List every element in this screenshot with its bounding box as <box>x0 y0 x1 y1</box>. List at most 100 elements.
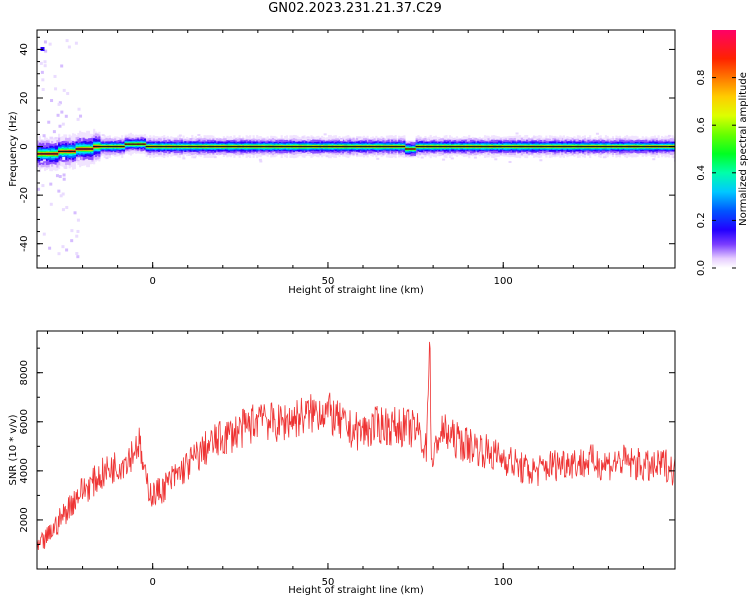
spectrogram-frame <box>36 29 676 269</box>
spectrogram-noise-cell <box>55 174 59 178</box>
spectrogram-heatmap <box>37 39 675 259</box>
spectrogram-noise-cell <box>494 158 498 161</box>
spectrogram-y-axis: 40 20 0 -20 -40 <box>19 36 675 257</box>
spectrogram-noise-cell <box>60 110 64 114</box>
spectrogram-x-tick-label: 0 <box>149 276 155 287</box>
spectrogram-noise-cell <box>41 184 45 188</box>
spectrogram-y-tick-label: -20 <box>19 187 30 203</box>
spectrogram-noise-cell <box>39 61 43 65</box>
spectrogram-noise-cell <box>325 155 329 158</box>
spectrogram-noise-cell <box>57 252 61 256</box>
snr-x-tick-label: 0 <box>149 577 155 588</box>
spectrogram-noise-cell <box>43 64 47 68</box>
spectrogram-noise-cell <box>515 132 519 135</box>
spectrogram-noise-cell <box>357 136 361 139</box>
spectrogram-noise-cell <box>76 117 80 121</box>
snr-x-tick-label: 100 <box>494 577 513 588</box>
spectrogram-noise-cell <box>59 194 63 198</box>
spectrogram-noise-cell <box>339 138 343 141</box>
spectrogram-noise-cell <box>438 154 442 157</box>
spectrogram-y-tick-label: -40 <box>19 236 30 252</box>
colorbar-tick-label: 0.4 <box>696 165 707 181</box>
spectrogram-noise-cell <box>57 102 61 106</box>
spectrogram-x-tick-label: 50 <box>322 276 335 287</box>
spectrogram-noise-cell <box>559 137 563 140</box>
spectrogram-noise-cell <box>76 229 80 233</box>
spectrogram-noise-cell <box>452 137 456 140</box>
spectrogram-noise-cell <box>62 88 66 92</box>
spectrogram-noise-cell <box>323 133 327 136</box>
figure-title: GN02.2023.231.21.37.C29 <box>268 1 442 16</box>
snr-y-tick-label: 6000 <box>19 409 30 434</box>
snr-panel: 0 50 100 2000 4000 6000 8000 Height of straig… <box>8 330 676 596</box>
spectrogram-noise-cell <box>197 133 201 136</box>
spectrogram-noise-cell <box>76 218 80 222</box>
spectrogram-noise-cell <box>450 157 454 160</box>
spectrogram-noise-cell <box>442 158 446 161</box>
spectrogram-noise-cell <box>54 137 58 140</box>
colorbar: 0.0 0.2 0.4 0.6 0.8 Normalized spectral ampl… <box>696 30 749 276</box>
spectrogram-noise-cell <box>187 153 191 156</box>
spectrogram-panel: 0 50 100 40 20 0 -20 -40 Height of straight li… <box>8 29 676 296</box>
snr-y-tick-label: 4000 <box>19 458 30 483</box>
spectrogram-noise-cell <box>587 137 591 140</box>
spectrogram-y-label: Frequency (Hz) <box>8 111 19 187</box>
snr-y-axis: 2000 4000 6000 8000 <box>19 347 675 545</box>
spectrogram-noise-cell <box>52 130 56 134</box>
spectrogram-noise-cell <box>47 120 51 124</box>
snr-x-tick-label: 50 <box>322 577 335 588</box>
spectrogram-noise-cell <box>673 156 675 159</box>
colorbar-tick-label: 0.2 <box>696 212 707 228</box>
snr-y-tick-label: 8000 <box>19 360 30 385</box>
spectrogram-y-tick-label: 0 <box>19 143 30 149</box>
colorbar-ticks: 0.0 0.2 0.4 0.6 0.8 <box>696 70 736 276</box>
spectrogram-noise-cell <box>426 139 430 142</box>
spectrogram-noise-cell <box>178 134 182 137</box>
spectrogram-noise-cell <box>49 136 53 139</box>
spectrogram-noise-cell <box>62 173 66 177</box>
spectrogram-noise-cell <box>49 182 53 186</box>
spectrogram-noise-cell <box>105 157 109 160</box>
spectrogram-noise-cell <box>41 87 45 91</box>
spectrogram-noise-cell <box>595 132 599 135</box>
spectrogram-noise-cell <box>43 40 47 44</box>
spectrogram-noise-cell <box>50 99 54 103</box>
spectrogram-x-axis: 0 50 100 <box>47 30 644 287</box>
spectrogram-noise-cell <box>508 160 512 163</box>
spectrogram-noise-cell <box>48 42 52 46</box>
spectrogram-noise-cell <box>610 138 614 141</box>
spectrogram-noise-cell <box>49 202 53 206</box>
snr-y-tick-label: 2000 <box>19 507 30 532</box>
colorbar-tick-label: 0.0 <box>696 260 707 276</box>
spectrogram-noise-cell <box>376 157 380 160</box>
spectrogram-noise-cell <box>54 87 58 91</box>
colorbar-scale <box>712 30 736 268</box>
spectrogram-noise-cell <box>70 239 74 243</box>
spectrogram-noise-cell <box>56 113 60 117</box>
snr-series-line <box>37 341 675 551</box>
spectrogram-noise-cell <box>311 136 315 139</box>
spectrogram-noise-cell <box>192 138 196 141</box>
spectrogram-noise-cell <box>74 41 78 45</box>
snr-y-label: SNR (10 * v/v) <box>8 414 19 485</box>
spectrogram-noise-cell <box>62 177 66 181</box>
spectrogram-noise-cell <box>539 159 543 162</box>
spectrogram-noise-cell <box>42 134 46 138</box>
spectrogram-noise-cell <box>77 157 81 161</box>
snr-frame <box>36 330 676 570</box>
spectrogram-noise-cell <box>473 156 477 159</box>
spectrogram-noise-cell <box>77 107 81 111</box>
spectrogram-noise-cell <box>65 39 69 43</box>
spectrogram-noise-cell <box>61 192 65 196</box>
spectrogram-noise-cell <box>65 205 69 209</box>
spectrogram-noise-cell <box>61 245 65 249</box>
spectrogram-x-label: Height of straight line (km) <box>288 285 424 296</box>
spectrogram-noise-cell <box>73 211 77 215</box>
spectrogram-noise-cell <box>652 158 656 161</box>
spectrogram-noise-cell <box>42 232 46 236</box>
spectrogram-noise-cell <box>58 124 62 128</box>
spectrogram-noise-cell <box>43 60 47 64</box>
spectrogram-noise-cell <box>65 248 69 252</box>
snr-x-axis: 0 50 100 <box>47 331 644 588</box>
